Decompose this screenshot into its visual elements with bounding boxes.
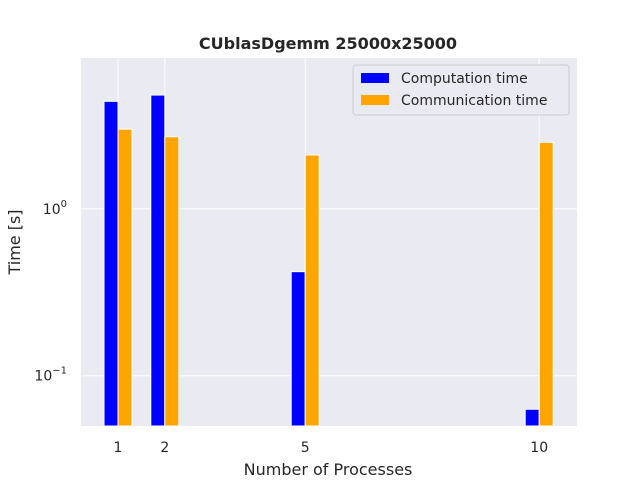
chart-title: CUblasDgemm 25000x25000 [199, 34, 457, 53]
y-tick-label: 100 [43, 199, 67, 218]
x-tick-labels: 1 2 5 10 [114, 440, 549, 456]
bar-communication [164, 136, 180, 427]
x-tick-label: 5 [301, 440, 310, 456]
bar-communication [117, 128, 133, 427]
bar-communication [538, 141, 554, 427]
legend-label: Computation time [401, 71, 528, 87]
bar-computation [150, 94, 166, 427]
y-axis-label: Time [s] [5, 209, 24, 275]
bar-communication [304, 154, 320, 427]
bar-computation [103, 100, 119, 427]
x-tick-label: 1 [114, 440, 123, 456]
bar-computation [290, 271, 306, 427]
x-tick-label: 2 [160, 440, 169, 456]
x-axis-label: Number of Processes [244, 460, 413, 479]
legend-swatch [361, 73, 389, 83]
legend-box [352, 64, 570, 116]
y-tick-label: 10−1 [34, 366, 67, 385]
legend-label: Communication time [401, 93, 547, 109]
x-tick-label: 10 [530, 440, 548, 456]
y-tick-labels: 10−1 100 [34, 199, 67, 385]
bar-computation [524, 408, 540, 427]
legend: Computation time Communication time [352, 64, 570, 116]
bars [103, 94, 554, 427]
legend-swatch [361, 95, 389, 105]
